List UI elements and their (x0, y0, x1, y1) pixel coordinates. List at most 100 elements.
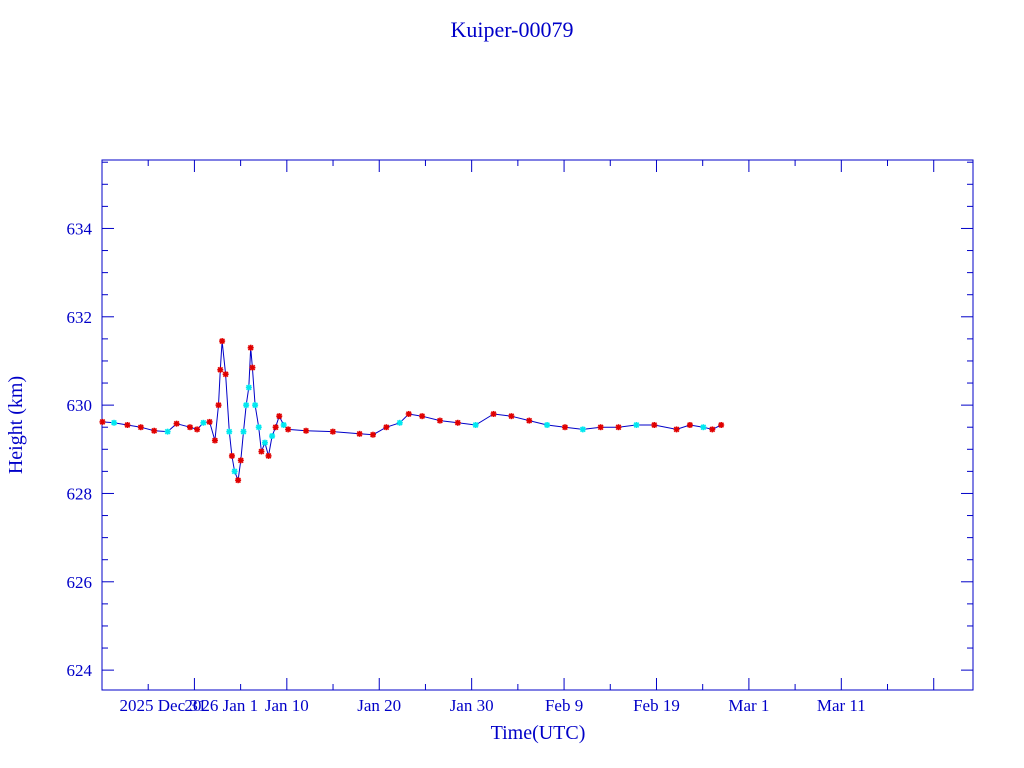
data-point (124, 422, 131, 428)
point-marker (383, 424, 390, 431)
point-marker (526, 417, 533, 424)
point-marker (405, 411, 412, 417)
point-marker (490, 411, 497, 417)
point-marker (137, 424, 144, 431)
data-point (303, 427, 310, 434)
point-marker (419, 413, 425, 420)
point-marker (272, 424, 279, 431)
data-point (228, 452, 235, 459)
data-point (243, 402, 250, 409)
point-marker (437, 417, 443, 424)
data-point (673, 426, 680, 433)
point-marker (215, 402, 222, 408)
data-point (405, 410, 412, 417)
point-marker (231, 468, 238, 475)
point-marker (472, 422, 479, 428)
data-point (237, 457, 244, 464)
x-tick-label: Mar 1 (728, 696, 769, 715)
data-point (651, 422, 658, 428)
data-point (269, 433, 276, 440)
point-marker (206, 419, 213, 425)
data-point (508, 413, 515, 420)
point-marker (687, 422, 693, 428)
point-marker (544, 422, 550, 428)
data-point (383, 424, 390, 431)
point-marker (651, 422, 658, 428)
point-marker (245, 384, 252, 391)
point-marker (187, 424, 193, 431)
data-point (200, 419, 207, 426)
x-tick-label: Jan 20 (357, 696, 401, 715)
point-marker (709, 426, 716, 433)
point-marker (396, 419, 403, 426)
data-point (700, 424, 707, 431)
data-point (215, 402, 222, 409)
data-point (369, 431, 376, 438)
x-tick-label: Mar 11 (817, 696, 866, 715)
data-point (173, 420, 180, 427)
x-tick-label: 2026 Jan 1 (184, 696, 258, 715)
point-marker (276, 413, 283, 420)
point-marker (194, 426, 200, 433)
data-point (255, 424, 262, 431)
point-marker (243, 402, 250, 408)
point-marker (269, 433, 275, 439)
point-marker (173, 420, 180, 427)
point-marker (262, 439, 268, 446)
point-marker (226, 428, 233, 435)
plot-frame (101, 159, 974, 691)
data-point (490, 410, 497, 417)
data-point (436, 417, 443, 424)
y-tick-label: 626 (67, 573, 93, 592)
point-marker (99, 419, 106, 425)
point-marker (252, 402, 258, 408)
data-point (718, 422, 725, 428)
data-point (151, 427, 158, 434)
point-marker (240, 428, 247, 435)
point-marker (219, 338, 226, 344)
point-marker (255, 424, 262, 431)
data-point (219, 338, 226, 345)
y-tick-label: 624 (67, 661, 93, 680)
point-marker (235, 477, 241, 484)
axis-ticks (102, 160, 973, 690)
data-point (222, 371, 229, 378)
data-point (231, 468, 238, 475)
data-point (211, 437, 218, 444)
point-marker (454, 419, 461, 426)
point-marker (247, 344, 254, 351)
data-point (99, 418, 106, 425)
height-line (102, 341, 722, 483)
x-axis-label: Time(UTC) (491, 722, 586, 744)
data-point (276, 413, 283, 420)
point-marker (579, 426, 586, 433)
data-point (544, 422, 551, 428)
data-point (194, 426, 201, 433)
y-tick-label: 632 (67, 308, 93, 327)
point-marker (111, 419, 117, 426)
point-marker (700, 424, 707, 431)
point-marker (222, 371, 229, 378)
point-marker (124, 422, 131, 428)
point-marker (285, 426, 291, 433)
point-marker (673, 426, 680, 433)
y-tick-label: 628 (67, 484, 93, 503)
point-marker (164, 428, 171, 435)
point-marker (508, 413, 515, 420)
point-marker (633, 422, 640, 428)
data-point (247, 344, 254, 351)
data-point (472, 422, 479, 428)
x-tick-label: Jan 30 (450, 696, 494, 715)
y-tick-label: 630 (67, 396, 93, 415)
point-marker (229, 453, 235, 459)
point-marker (597, 424, 604, 431)
point-marker (370, 431, 376, 438)
point-marker (151, 427, 158, 434)
data-point (111, 419, 118, 426)
x-tick-label: Feb 9 (545, 696, 583, 715)
data-point (454, 419, 461, 426)
data-point (137, 424, 144, 431)
point-marker (217, 366, 224, 373)
